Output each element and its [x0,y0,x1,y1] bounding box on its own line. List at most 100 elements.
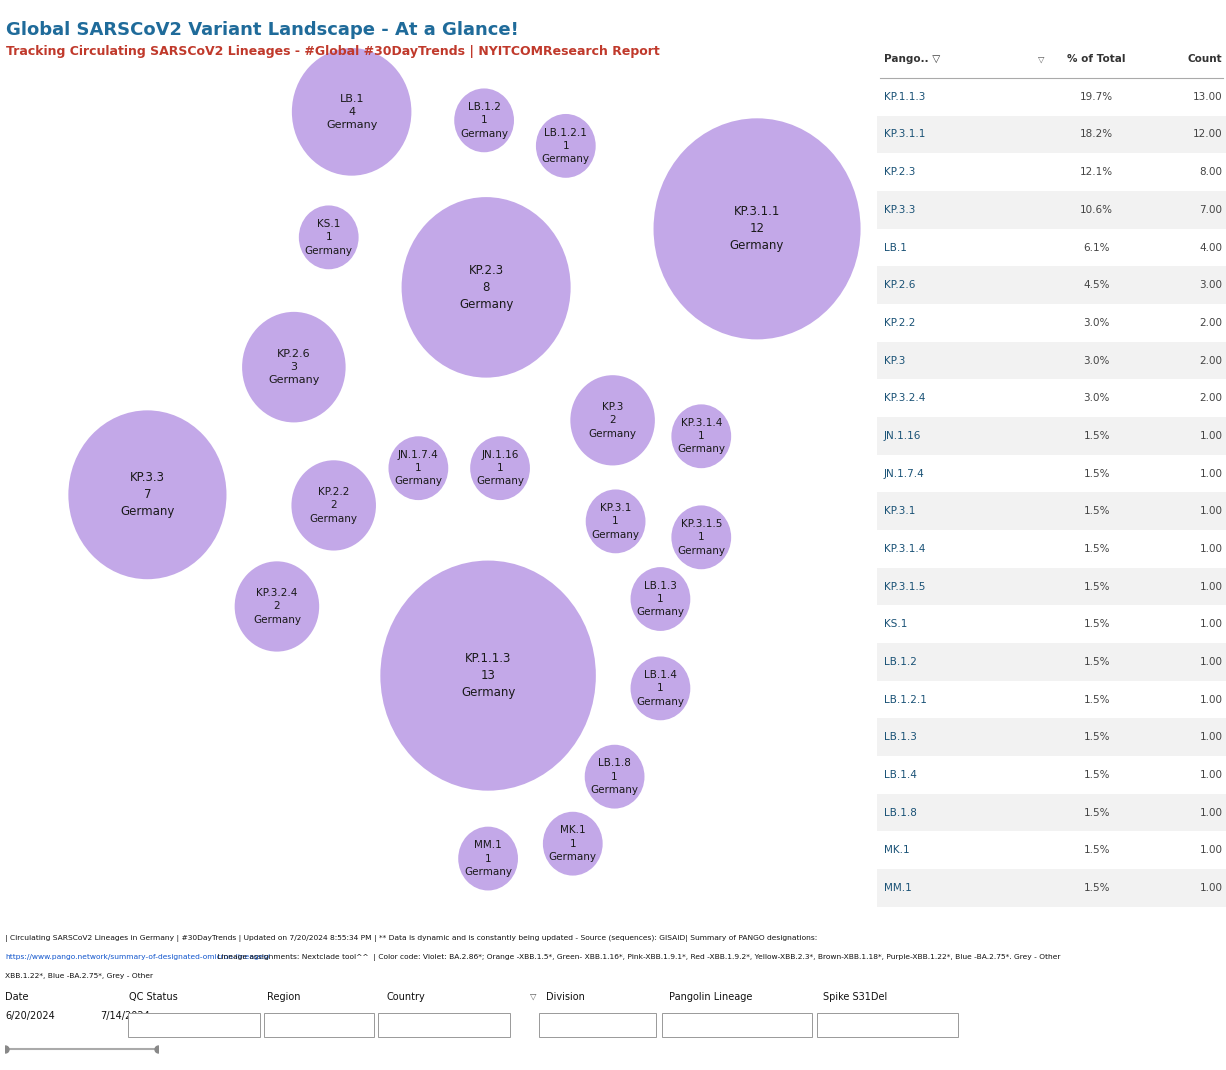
Text: KP.3.1.1
12
Germany: KP.3.1.1 12 Germany [729,205,785,253]
Text: Spike S31Del: Spike S31Del [823,992,886,1002]
Text: https://www.pango.network/summary-of-designated-omicron-lineages/: https://www.pango.network/summary-of-des… [5,954,270,961]
Circle shape [389,437,449,500]
Bar [877,78,1226,116]
Text: 1.5%: 1.5% [1084,770,1110,780]
Bar [877,681,1226,718]
Bar [877,643,1226,681]
Circle shape [585,745,645,809]
Text: | Circulating SARSCoV2 Lineages in Germany | #30DayTrends | Updated on 7/20/2024: | Circulating SARSCoV2 Lineages in Germa… [5,935,818,943]
Text: KP.3.1
1
Germany: KP.3.1 1 Germany [592,503,640,539]
Text: (All): (All) [546,1021,564,1029]
Text: KP.3.1.1: KP.3.1.1 [884,129,924,139]
Text: 18.2%: 18.2% [1080,129,1113,139]
Text: QC Status: QC Status [129,992,178,1002]
Text: 1.5%: 1.5% [1084,582,1110,592]
Circle shape [242,311,346,423]
Text: LB.1.8: LB.1.8 [884,808,917,817]
Text: JN.1.7.4: JN.1.7.4 [884,469,924,478]
Text: 4.5%: 4.5% [1084,280,1110,290]
Text: LB.1: LB.1 [884,243,906,253]
Text: 2.00: 2.00 [1199,318,1222,327]
Text: 1.00: 1.00 [1199,694,1222,704]
Text: Country: Country [386,992,425,1002]
Text: KP.2.6: KP.2.6 [884,280,915,290]
Text: 1.00: 1.00 [1199,770,1222,780]
Circle shape [69,411,227,579]
Text: 1.00: 1.00 [1199,544,1222,554]
Text: KP.1.1.3: KP.1.1.3 [884,92,924,102]
Text: 1.5%: 1.5% [1084,469,1110,478]
Text: KS.1: KS.1 [884,620,907,629]
Bar [877,192,1226,229]
Text: LB.1.3
1
Germany: LB.1.3 1 Germany [636,581,684,617]
Text: 1.00: 1.00 [1199,431,1222,441]
Text: Pango.. ▽: Pango.. ▽ [884,55,940,64]
Text: KP.2.2
2
Germany: KP.2.2 2 Germany [310,487,358,523]
Circle shape [299,205,358,270]
Text: LB.1.3: LB.1.3 [884,732,917,743]
Text: 1.5%: 1.5% [1084,657,1110,667]
Text: ▼: ▼ [946,1022,951,1028]
Text: JN.1.7.4
1
Germany: JN.1.7.4 1 Germany [395,450,443,487]
Text: ▼: ▼ [363,1022,368,1028]
Bar [877,341,1226,380]
Text: 19.7%: 19.7% [1080,92,1113,102]
Text: 10.6%: 10.6% [1080,204,1113,215]
Bar [877,794,1226,831]
Text: ▽: ▽ [1037,55,1045,63]
Text: 1.00: 1.00 [1199,469,1222,478]
Text: LB.1.2.1
1
Germany: LB.1.2.1 1 Germany [542,127,590,164]
Text: ▽: ▽ [530,992,536,1000]
Text: KP.3.2.4
2
Germany: KP.3.2.4 2 Germany [253,588,300,625]
Text: KP.3.1.4
1
Germany: KP.3.1.4 1 Germany [677,418,726,455]
Text: 8.00: 8.00 [1199,167,1222,178]
Circle shape [672,505,731,569]
Bar [877,455,1226,492]
Text: Division: Division [546,992,585,1002]
Bar [877,869,1226,906]
Text: KP.2.3
8
Germany: KP.2.3 8 Germany [459,264,514,311]
Text: LB.1.2
1
Germany: LB.1.2 1 Germany [460,102,508,138]
Text: 7/14/2024: 7/14/2024 [101,1011,151,1021]
Text: 1.5%: 1.5% [1084,506,1110,516]
Bar [877,530,1226,568]
Text: 1.00: 1.00 [1199,657,1222,667]
Text: 1.00: 1.00 [1199,506,1222,516]
Text: 1.5%: 1.5% [1084,694,1110,704]
Bar [877,756,1226,794]
Text: LB.1.2.1: LB.1.2.1 [884,694,927,704]
Text: Pangolin Lineage: Pangolin Lineage [669,992,753,1002]
Text: 12.1%: 12.1% [1080,167,1113,178]
Text: KS.1
1
Germany: KS.1 1 Germany [305,219,353,256]
Bar [877,116,1226,153]
Text: 1.5%: 1.5% [1084,431,1110,441]
Text: 2.00: 2.00 [1199,355,1222,366]
Text: KP.2.6
3
Germany: KP.2.6 3 Germany [268,349,320,385]
Text: Region: Region [267,992,300,1002]
Bar [877,380,1226,417]
Bar [877,606,1226,643]
Text: MK.1: MK.1 [884,845,910,855]
Text: 1.00: 1.00 [1199,883,1222,893]
Text: KP.3.2.4: KP.3.2.4 [884,393,924,403]
Circle shape [586,489,645,553]
Text: KP.3.1.5
1
Germany: KP.3.1.5 1 Germany [677,519,726,555]
Bar [877,266,1226,304]
Circle shape [380,561,596,791]
Text: 2.00: 2.00 [1199,393,1222,403]
Text: (All): (All) [823,1021,841,1029]
Text: Germany: Germany [384,1021,425,1029]
Bar [877,304,1226,341]
Text: 13.00: 13.00 [1193,92,1222,102]
Bar [877,568,1226,606]
Text: 1.5%: 1.5% [1084,732,1110,743]
Circle shape [292,460,376,551]
Text: 1.00: 1.00 [1199,808,1222,817]
Text: 3.0%: 3.0% [1084,393,1110,403]
Text: KP.3.3
7
Germany: KP.3.3 7 Germany [120,471,174,518]
Text: Count: Count [1188,55,1222,64]
Text: KP.3: KP.3 [884,355,905,366]
Text: Europe: Europe [270,1021,302,1029]
Circle shape [470,437,530,500]
Bar [877,417,1226,455]
